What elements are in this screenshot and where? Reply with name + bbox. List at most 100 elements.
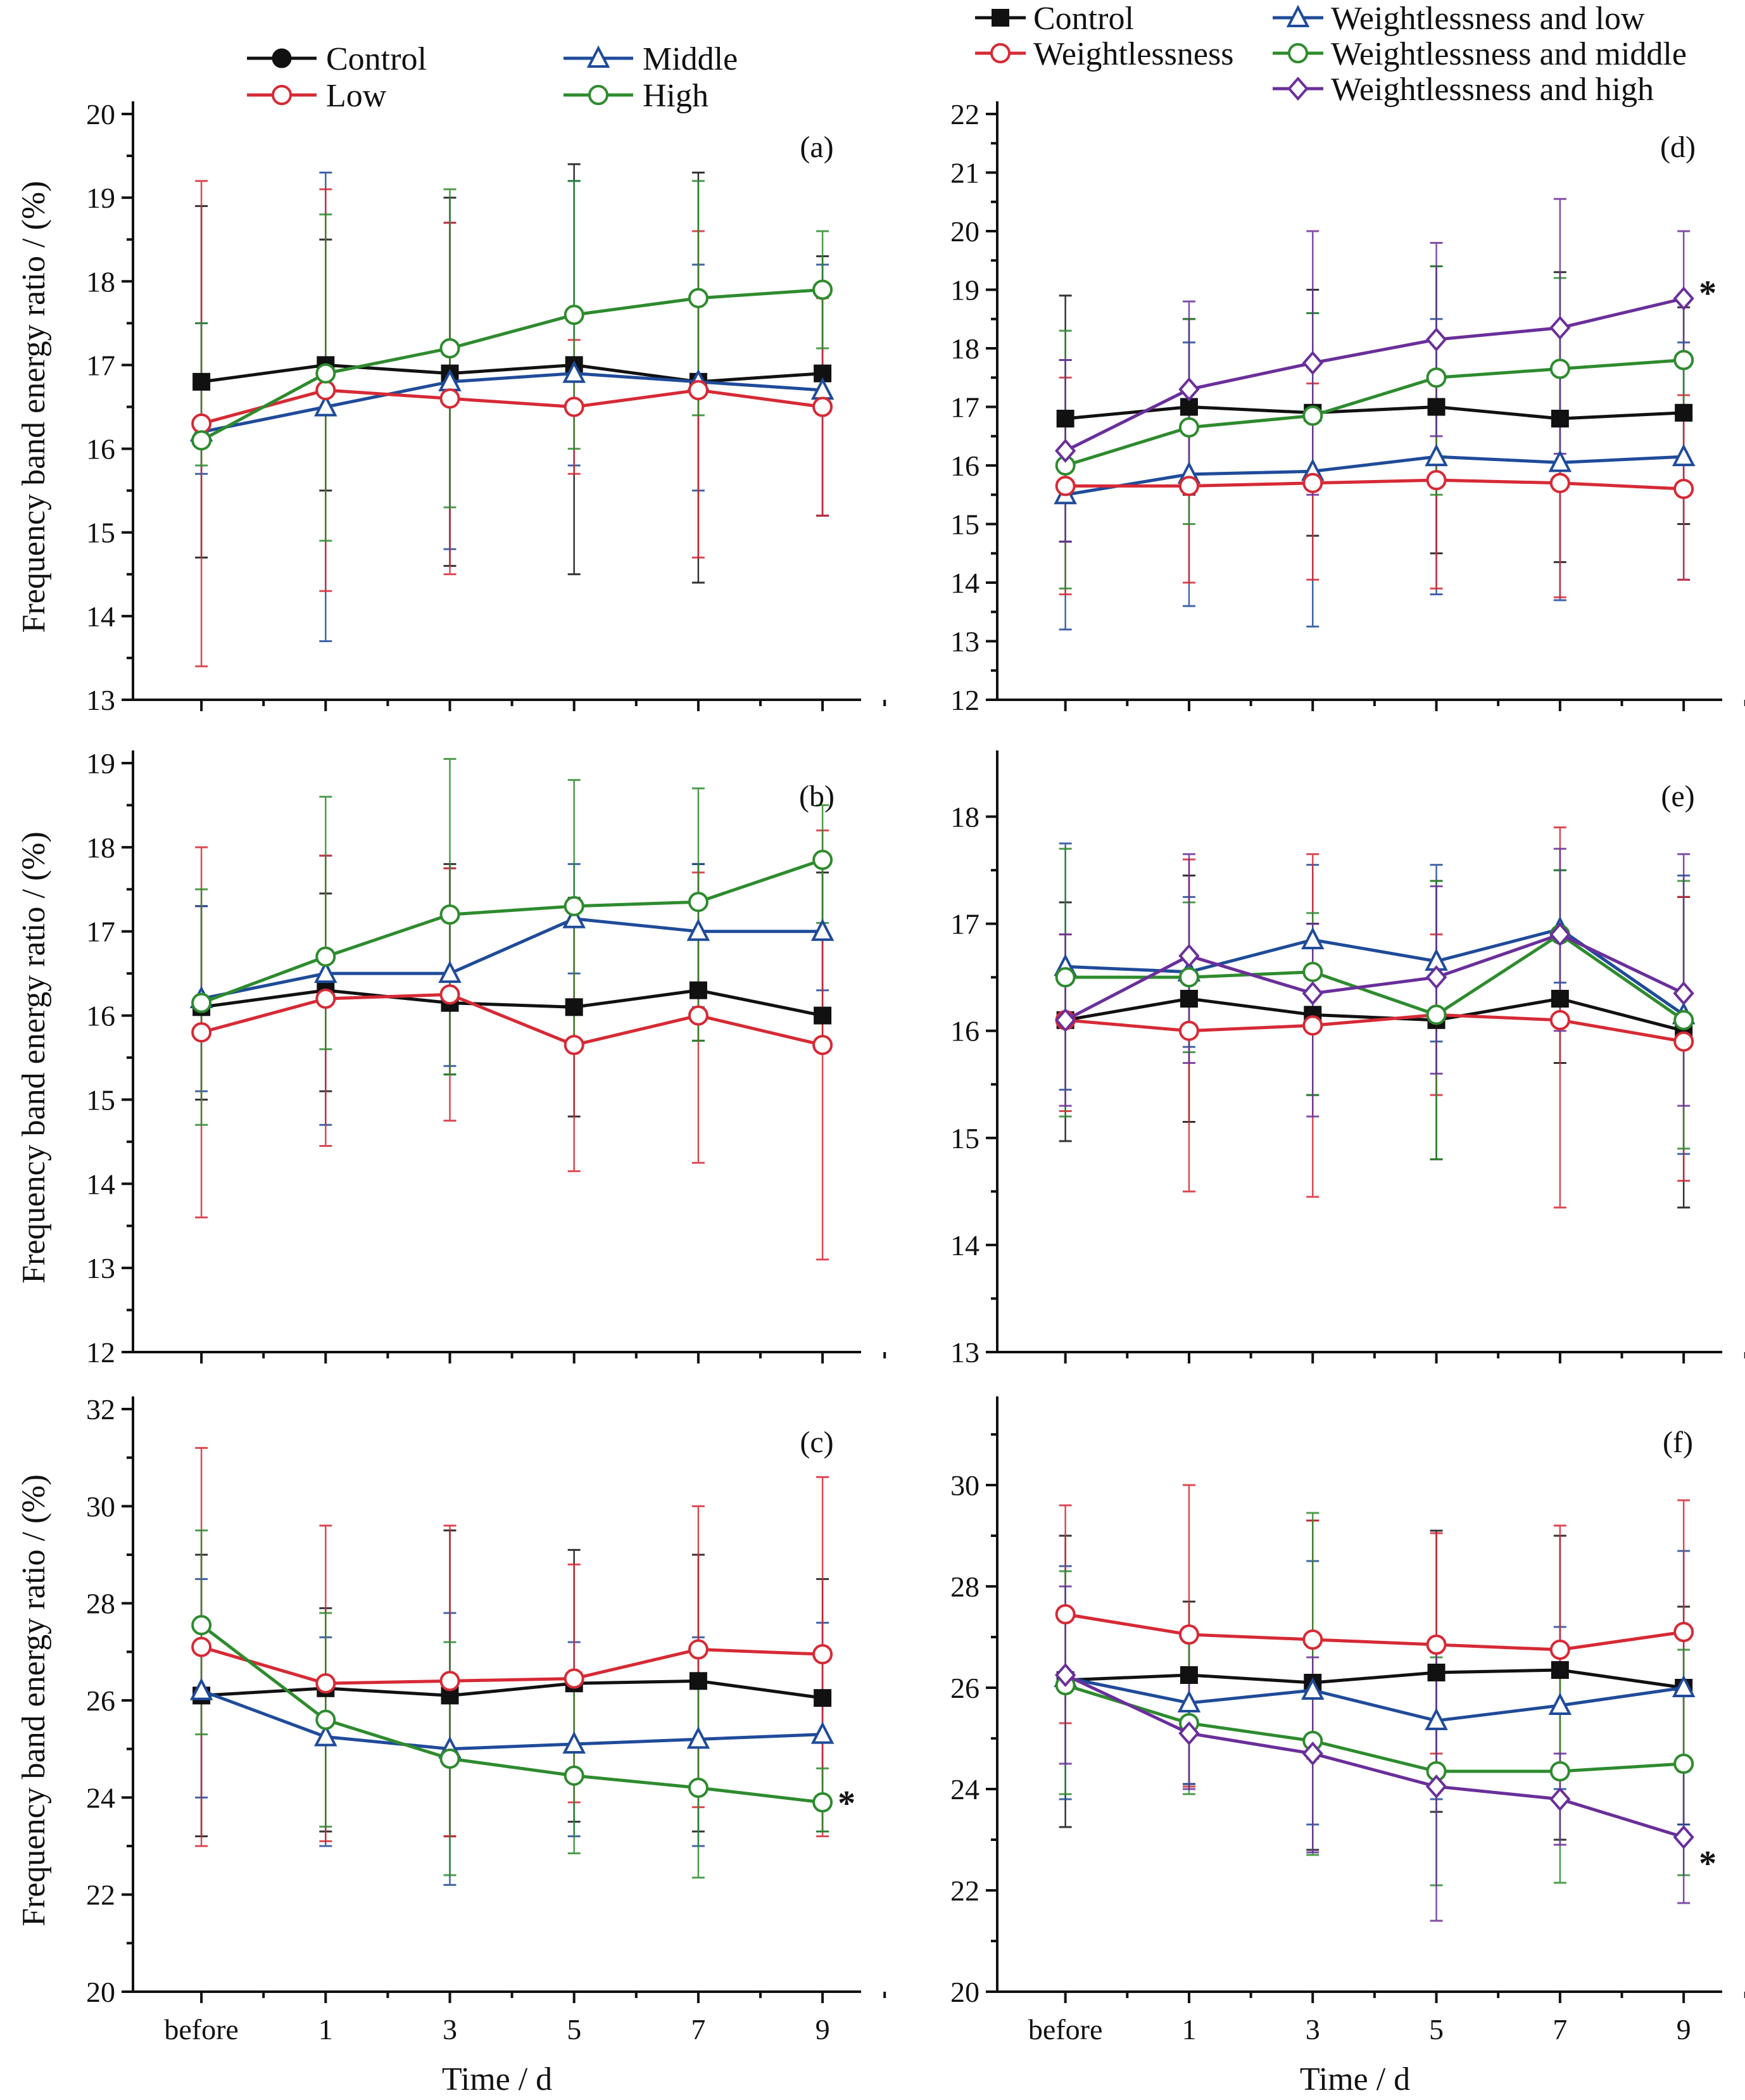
significance-star: * bbox=[1699, 1844, 1717, 1883]
data-point-middle bbox=[562, 360, 586, 383]
data-point-high bbox=[439, 338, 460, 358]
y-tick-label: 15 bbox=[86, 517, 115, 549]
x-tick-label: 7 bbox=[1553, 2013, 1567, 2046]
y-tick-label: 13 bbox=[950, 626, 980, 658]
legend-label: Middle bbox=[643, 41, 738, 77]
data-point-low bbox=[1673, 1622, 1694, 1642]
panel-c: 20 22 24 26 28 30 32 before 1 3 5 7 9 (c) * Frequency b… bbox=[16, 1393, 886, 2046]
series-line-low bbox=[1065, 1013, 1684, 1044]
data-point-control bbox=[1427, 1664, 1446, 1681]
legend-label: Low bbox=[326, 78, 387, 114]
series-line-high bbox=[1064, 358, 1684, 467]
x-tick-label: 5 bbox=[567, 2013, 581, 2046]
data-point-high bbox=[812, 1792, 833, 1812]
data-point-low bbox=[191, 1022, 212, 1043]
data-point-low bbox=[1549, 472, 1570, 493]
panel-label: (a) bbox=[800, 130, 833, 164]
series-line-control bbox=[1065, 1668, 1684, 1690]
y-axis-title: Frequency band energy ratio / (%) bbox=[16, 181, 52, 633]
data-point-high bbox=[688, 288, 709, 308]
series-line-high bbox=[200, 288, 823, 442]
legend-label: Weightlessness and middle bbox=[1331, 36, 1687, 72]
y-tick-label: 22 bbox=[86, 1879, 115, 1911]
series-line-control bbox=[1065, 405, 1684, 421]
data-point-middle bbox=[686, 1726, 710, 1749]
data-point-control bbox=[192, 372, 211, 391]
data-point-high bbox=[1302, 405, 1323, 426]
legend-marker bbox=[1286, 4, 1310, 27]
series-line-low bbox=[201, 992, 823, 1047]
legend-marker bbox=[272, 85, 292, 105]
series-line-high bbox=[1065, 932, 1685, 1022]
data-point-high bbox=[564, 1765, 584, 1786]
data-point-low bbox=[688, 380, 709, 401]
y-tick-label: 19 bbox=[86, 182, 115, 214]
y-tick-label: 22 bbox=[950, 1875, 980, 1907]
significance-star: * bbox=[838, 1784, 855, 1823]
data-point-weightless_high bbox=[1302, 981, 1323, 1006]
y-tick-label: 17 bbox=[950, 391, 980, 424]
data-point-control bbox=[814, 1689, 832, 1707]
y-tick-label: 15 bbox=[86, 1084, 115, 1116]
y-tick-label: 18 bbox=[86, 265, 115, 298]
y-tick-label: 20 bbox=[950, 215, 980, 248]
series-line-low bbox=[1065, 1612, 1684, 1652]
y-tick-label: 26 bbox=[950, 1672, 980, 1704]
y-tick-label: 18 bbox=[950, 801, 980, 833]
series-line-high bbox=[200, 1624, 823, 1804]
series-line-middle bbox=[201, 917, 823, 1001]
data-point-low bbox=[1673, 1031, 1694, 1052]
series-line-weightless_high bbox=[1064, 296, 1684, 453]
legend-marker bbox=[272, 48, 292, 68]
errorbar bbox=[1677, 853, 1691, 1107]
legend-right: Control Weightlessness and lowWeightlessn… bbox=[975, 1, 1687, 108]
panel-label: (b) bbox=[799, 780, 835, 813]
data-point-high bbox=[191, 1615, 212, 1636]
series-line-weightless_high bbox=[1064, 932, 1685, 1022]
data-point-weightless_high bbox=[1425, 965, 1447, 990]
data-point-low bbox=[315, 380, 336, 401]
series-line-control bbox=[201, 363, 823, 384]
y-tick-label: 17 bbox=[950, 908, 980, 940]
series-line-high bbox=[201, 858, 823, 1004]
data-point-high bbox=[315, 946, 336, 967]
data-point-high bbox=[1302, 961, 1323, 982]
data-point-low bbox=[1055, 1604, 1076, 1624]
data-point-middle bbox=[1548, 450, 1572, 472]
y-tick-label: 19 bbox=[950, 274, 980, 307]
y-tick-label: 14 bbox=[86, 1168, 115, 1200]
data-point-low bbox=[1673, 479, 1694, 499]
data-point-low bbox=[1178, 476, 1199, 497]
data-point-low bbox=[1302, 1015, 1323, 1036]
x-tick-label: 3 bbox=[1306, 2013, 1320, 2046]
data-point-low bbox=[564, 396, 584, 417]
y-tick-label: 16 bbox=[950, 1015, 980, 1047]
panel-label: (c) bbox=[800, 1426, 833, 1459]
data-point-weightless_high bbox=[1549, 922, 1571, 947]
data-point-low bbox=[439, 984, 460, 1005]
data-point-weightless_high bbox=[1302, 351, 1323, 376]
x-tick-label: 9 bbox=[1677, 2013, 1691, 2046]
data-point-weightless_high bbox=[1178, 1721, 1200, 1746]
data-point-high bbox=[1549, 358, 1570, 379]
x-axis-title-right: Time / d bbox=[1300, 2061, 1410, 2097]
data-point-low bbox=[315, 989, 336, 1009]
panel-e: 13 14 15 16 17 18 (e) bbox=[950, 750, 1745, 1369]
y-tick-label: 15 bbox=[950, 1122, 980, 1154]
data-point-low bbox=[564, 1668, 584, 1689]
legend-marker bbox=[586, 45, 610, 68]
y-tick-label: 14 bbox=[86, 600, 115, 633]
legend-marker bbox=[1287, 76, 1309, 101]
y-tick-label: 16 bbox=[86, 1000, 115, 1032]
data-point-control bbox=[1427, 398, 1446, 416]
y-tick-label: 24 bbox=[86, 1781, 115, 1814]
y-tick-label: 18 bbox=[950, 332, 980, 365]
y-tick-label: 16 bbox=[86, 433, 115, 465]
legend-label: Control bbox=[1033, 1, 1134, 37]
y-tick-label: 14 bbox=[950, 567, 980, 599]
legend-label: Weightlessness and low bbox=[1331, 1, 1645, 37]
y-tick-label: 17 bbox=[86, 916, 115, 948]
data-point-middle bbox=[314, 1724, 337, 1747]
series-line-middle bbox=[1065, 455, 1684, 497]
x-tick-label: 1 bbox=[1181, 2013, 1196, 2046]
